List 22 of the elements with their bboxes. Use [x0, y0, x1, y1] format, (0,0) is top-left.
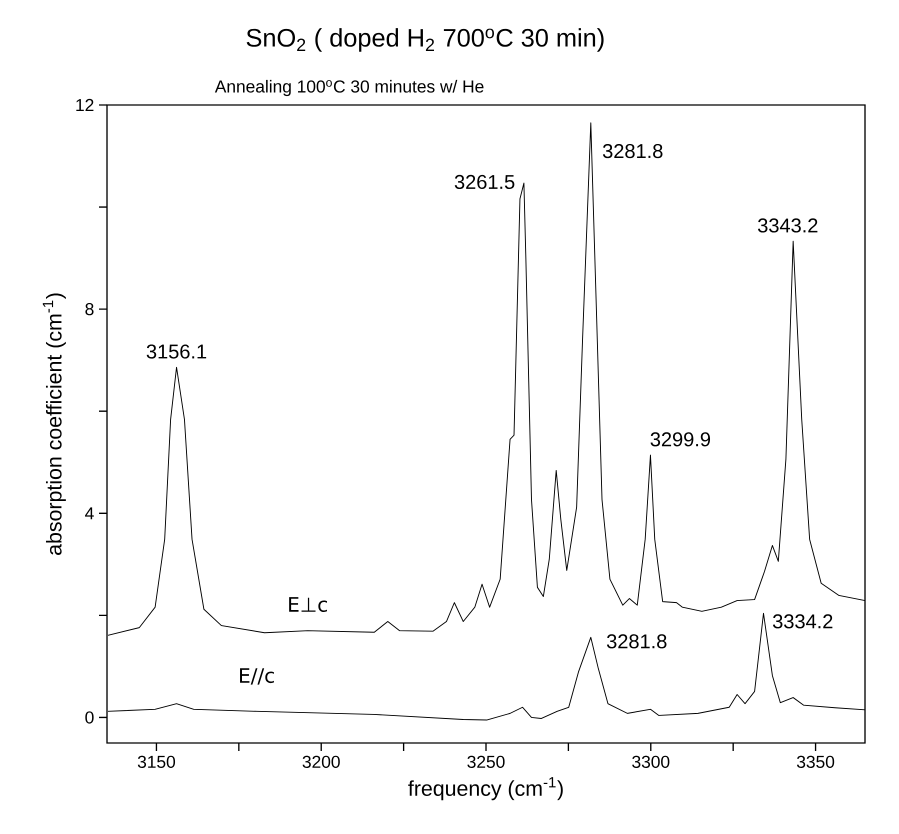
x-axis-title: frequency (cm$^{-1}$): [408, 777, 563, 800]
x-tick-label: 3200: [302, 756, 340, 768]
annotation: 3343.2: [758, 218, 818, 233]
y-tick-label: 0: [85, 711, 94, 724]
y-tick-label: 12: [76, 98, 94, 112]
annotation: 3281.8: [606, 634, 666, 648]
series-label: E⊥c: [289, 597, 327, 612]
annotation: 3299.9: [650, 432, 710, 446]
series-label: E//c: [240, 668, 274, 685]
x-tick-label: 3250: [467, 756, 505, 768]
y-tick-label: 4: [85, 507, 94, 520]
annotation: 3281.8: [602, 144, 662, 158]
x-tick-label: 3350: [796, 756, 834, 768]
x-tick-label: 3150: [138, 756, 176, 768]
y-tick-label: 8: [85, 303, 94, 316]
annotation: 3261.5: [454, 174, 514, 190]
chart-subtitle: Annealing 100$^{o}$C 30 minutes w/ He: [214, 80, 484, 96]
chart-title: SnO$_{2}$ ( doped H$_{2}$ 700$^{o}$C 30 min): [246, 28, 604, 52]
x-tick-label: 3300: [632, 756, 670, 768]
annotation: 3334.2: [772, 614, 832, 628]
y-axis-title: absorption coefficient (cm$^{-1}$): [42, 293, 66, 555]
annotation: 3156.1: [146, 344, 206, 359]
